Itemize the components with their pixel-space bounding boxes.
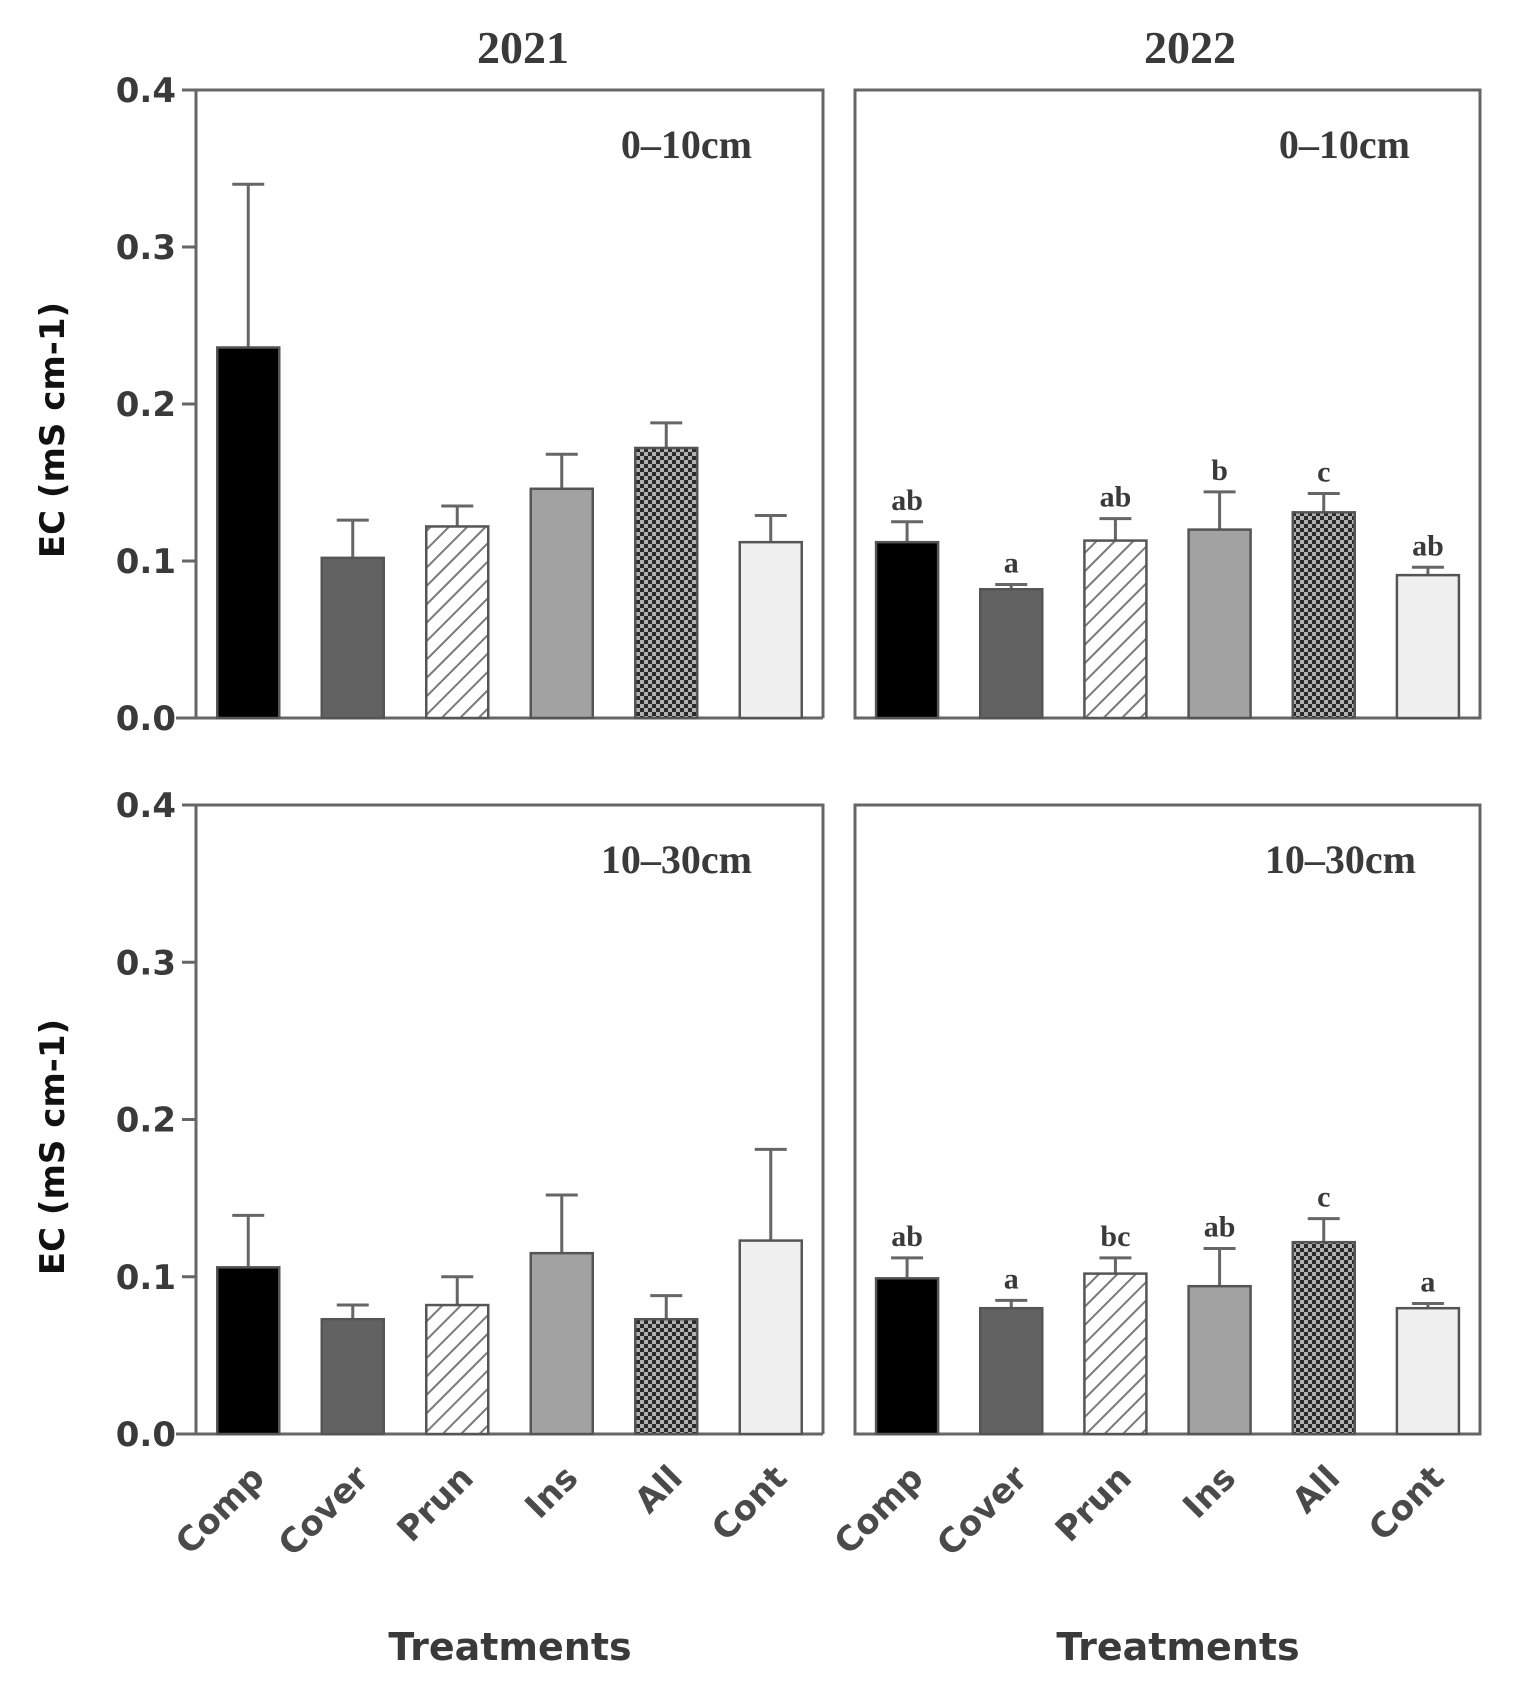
bar-cont [1395, 1306, 1461, 1436]
category-label: Comp [827, 1458, 932, 1563]
bar-comp [216, 1266, 281, 1436]
panel-frame [853, 88, 1482, 720]
category-label: All [627, 1458, 690, 1521]
y-tick-label: 0.2 [116, 385, 176, 425]
panel-frame [194, 803, 825, 1434]
significance-label: ab [891, 1220, 923, 1253]
category-label: Cont [704, 1458, 795, 1549]
y-tick-label: 0.4 [116, 71, 176, 111]
category-label: All [1285, 1458, 1348, 1521]
depth-label: 0–10cm [1279, 122, 1410, 167]
bar-comp [216, 346, 281, 720]
significance-label: ab [1204, 1210, 1236, 1243]
bar-all [634, 446, 699, 720]
x-axis-label-left: Treatments [388, 1625, 631, 1669]
significance-label: c [1317, 455, 1330, 488]
x-axis-label-right: Treatments [1056, 1625, 1299, 1669]
column-title-2021: 2021 [477, 22, 569, 73]
category-label: Comp [168, 1458, 273, 1563]
column-title-2022: 2022 [1144, 22, 1236, 73]
significance-label: ab [1100, 481, 1132, 514]
category-label: Cont [1361, 1458, 1452, 1549]
y-axis-label-top: EC (mS cm-1) [33, 302, 73, 558]
bar-cover [979, 588, 1044, 720]
bar-prun [1083, 1272, 1148, 1436]
depth-label: 10–30cm [601, 837, 752, 882]
y-tick-label: 0.2 [116, 1101, 176, 1141]
bar-cover [320, 556, 385, 720]
significance-label: a [1004, 547, 1019, 580]
y-tick-label: 0.0 [116, 1415, 176, 1455]
bar-ins [529, 1251, 594, 1436]
bar-cont [738, 1239, 803, 1436]
category-label: Prun [1048, 1458, 1140, 1550]
bar-prun [425, 1303, 490, 1436]
significance-label: a [1004, 1262, 1019, 1295]
category-label: Ins [517, 1458, 586, 1527]
y-tick-label: 0.1 [116, 542, 176, 582]
chart-panel: 0.0 0.1 0.2 0.3 0.4 0–10cm [116, 71, 825, 739]
significance-label: b [1211, 454, 1228, 487]
bar-comp [874, 1277, 940, 1436]
significance-label: a [1420, 1265, 1435, 1298]
chart-panel: 10–30cm ab Comp a Cover bc Prun ab Ins c All a Cont [827, 803, 1482, 1564]
y-tick-label: 0.1 [116, 1258, 176, 1298]
bar-comp [874, 540, 940, 720]
bar-ins [529, 487, 594, 720]
panel-frame [853, 803, 1482, 1436]
chart-panel: 0–10cm ab a ab b c ab [853, 88, 1482, 720]
bar-cover [320, 1317, 385, 1436]
category-label: Prun [390, 1458, 482, 1550]
category-label: Cover [271, 1458, 377, 1564]
bar-cont [738, 540, 803, 720]
category-label: Cover [929, 1458, 1035, 1564]
y-tick-label: 0.3 [116, 228, 176, 268]
bar-prun [1083, 539, 1148, 720]
depth-label: 10–30cm [1265, 837, 1416, 882]
bar-all [634, 1317, 699, 1436]
bar-all [1291, 511, 1356, 720]
y-axis-label-bottom: EC (mS cm-1) [33, 1019, 73, 1275]
significance-label: c [1317, 1181, 1330, 1214]
bar-cover [979, 1306, 1044, 1436]
y-tick-label: 0.4 [116, 786, 176, 826]
bar-cont [1395, 573, 1461, 720]
y-tick-label: 0.3 [116, 943, 176, 983]
bar-all [1291, 1240, 1356, 1436]
significance-label: ab [891, 484, 923, 517]
depth-label: 0–10cm [621, 122, 752, 167]
panel-frame [194, 88, 825, 718]
bar-ins [1187, 528, 1252, 720]
category-label: Ins [1175, 1458, 1244, 1527]
y-tick-label: 0.0 [116, 699, 176, 739]
significance-label: bc [1100, 1220, 1130, 1253]
significance-label: ab [1412, 529, 1444, 562]
bar-ins [1187, 1284, 1252, 1436]
bar-prun [425, 525, 490, 720]
